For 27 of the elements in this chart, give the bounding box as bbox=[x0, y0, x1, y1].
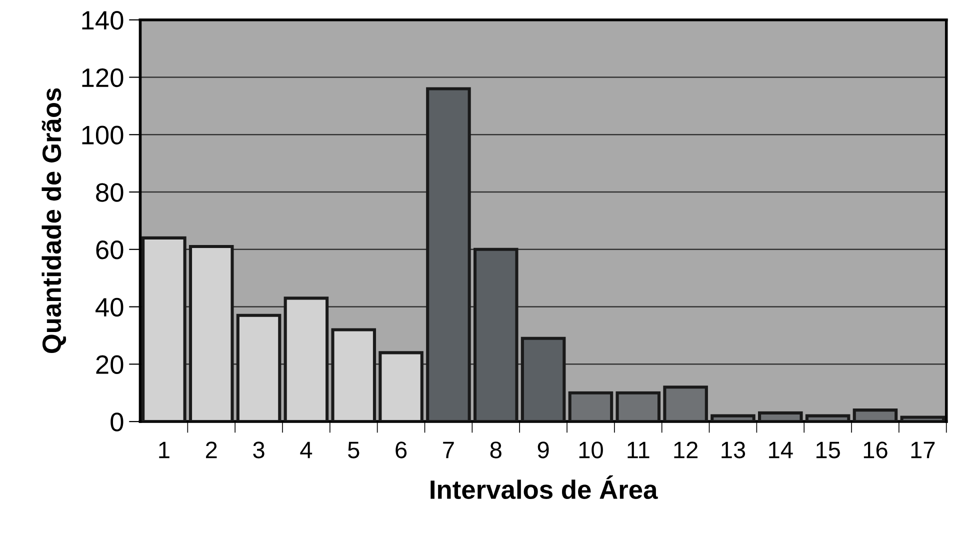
x-tick-label: 6 bbox=[396, 442, 407, 458]
x-tick-label: 2 bbox=[206, 442, 217, 458]
y-axis-title: Quantidade de Grãos bbox=[42, 88, 66, 354]
y-tick-label: 100 bbox=[82, 126, 124, 144]
x-tick-label: 17 bbox=[911, 442, 935, 458]
x-tick-label: 15 bbox=[816, 442, 840, 458]
x-tick-label: 7 bbox=[443, 442, 454, 458]
y-tick-label: 0 bbox=[110, 412, 124, 432]
x-tick-label: 8 bbox=[490, 442, 502, 458]
y-tick-label: 40 bbox=[96, 298, 124, 317]
y-tick-label: 20 bbox=[96, 355, 124, 374]
x-tick-label: 14 bbox=[769, 442, 793, 458]
x-tick-label: 12 bbox=[674, 442, 698, 458]
x-tick-label: 5 bbox=[348, 442, 360, 458]
x-tick-label: 13 bbox=[722, 442, 746, 458]
x-tick-label: 4 bbox=[300, 442, 312, 458]
x-axis-title: Intervalos de Área bbox=[430, 475, 658, 500]
x-tick-label: 3 bbox=[253, 442, 264, 458]
x-tick-label: 16 bbox=[864, 442, 888, 458]
x-tick-label: 11 bbox=[628, 442, 650, 458]
x-tick-label: 10 bbox=[579, 442, 603, 458]
x-tick-label: 9 bbox=[538, 442, 549, 458]
y-tick-label: 80 bbox=[96, 183, 124, 202]
y-tick-label: 60 bbox=[96, 240, 124, 260]
x-tick-label: 1 bbox=[159, 442, 170, 458]
y-tick-label: 140 bbox=[82, 11, 124, 30]
y-tick-label: 120 bbox=[82, 68, 124, 88]
